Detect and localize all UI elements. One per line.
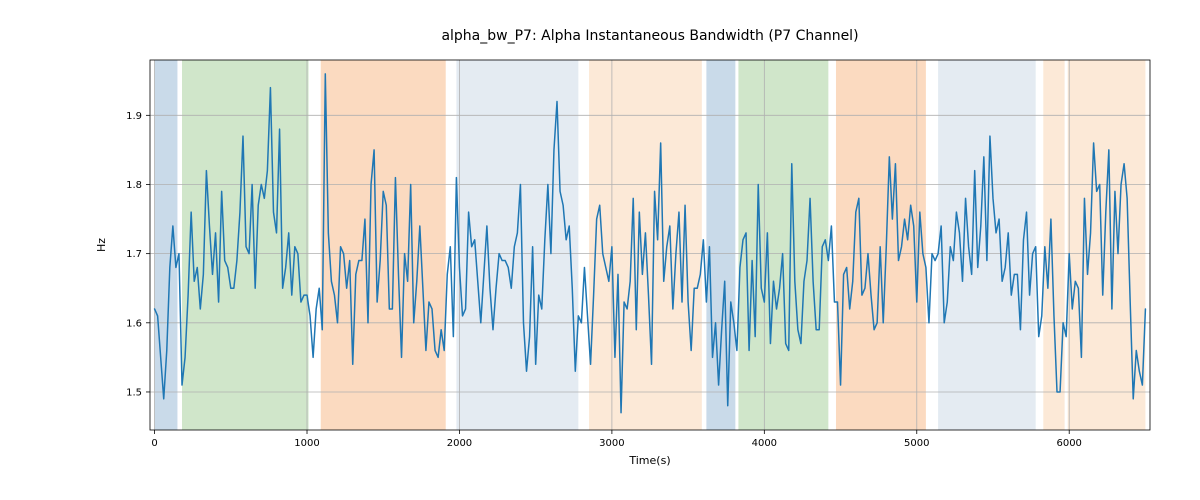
xtick-label: 2000 — [447, 438, 472, 449]
chart-container: 0 1000 2000 3000 4000 5000 6000 1.5 1.6 1.7 1.8 1.9… — [0, 0, 1200, 500]
ytick-label: 1.5 — [126, 387, 142, 398]
line-chart: 0 1000 2000 3000 4000 5000 6000 1.5 1.6 1.7 1.8 1.9… — [0, 0, 1200, 500]
y-axis-label: Hz — [95, 238, 108, 252]
ytick-label: 1.9 — [126, 111, 142, 122]
chart-title: alpha_bw_P7: Alpha Instantaneous Bandwid… — [441, 28, 858, 44]
xtick-label: 3000 — [599, 438, 624, 449]
ytick-label: 1.6 — [126, 318, 142, 329]
xtick-label: 5000 — [904, 438, 929, 449]
xtick-label: 0 — [151, 438, 157, 449]
xtick-label: 6000 — [1056, 438, 1081, 449]
xtick-label: 1000 — [294, 438, 319, 449]
ytick-label: 1.7 — [126, 249, 142, 260]
ytick-label: 1.8 — [126, 180, 142, 191]
xtick-label: 4000 — [752, 438, 777, 449]
x-axis-label: Time(s) — [628, 454, 670, 467]
